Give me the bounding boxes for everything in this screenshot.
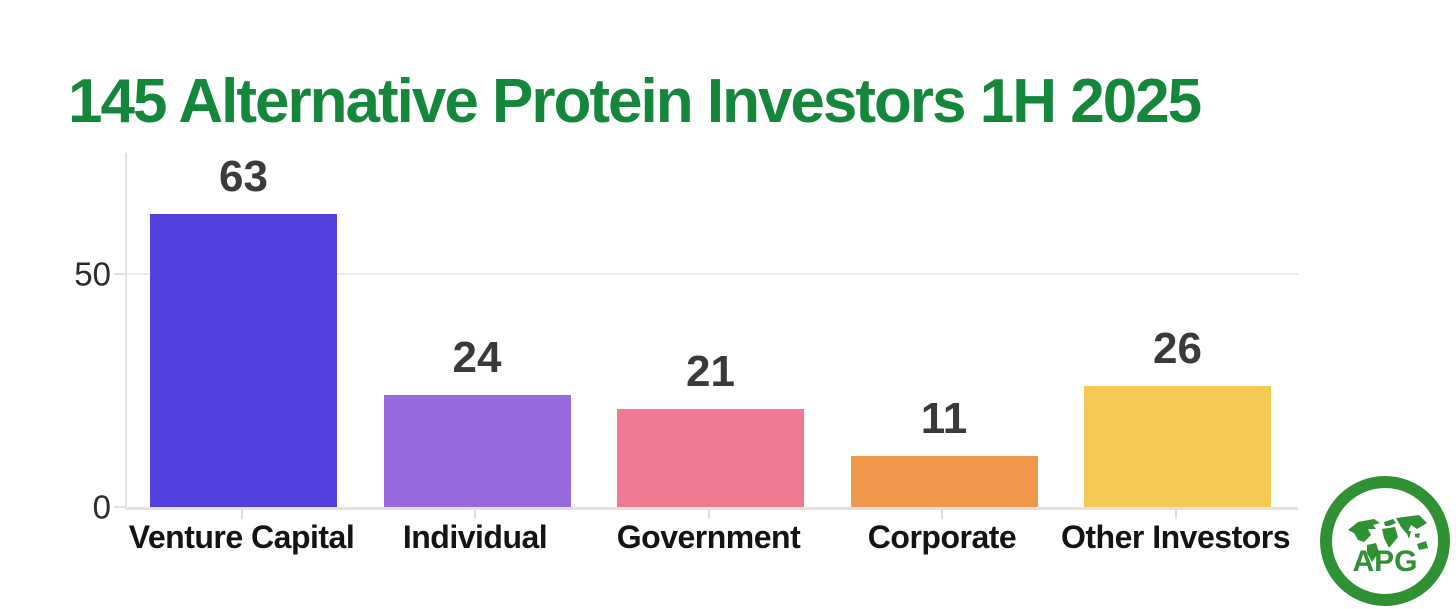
bars-container: 63 24 21 11 26	[150, 153, 1271, 507]
bar-group: 63	[150, 151, 337, 507]
bar-value-label: 63	[219, 151, 268, 201]
logo-ring-icon	[1320, 476, 1450, 606]
bar-group: 24	[383, 333, 571, 507]
world-map-icon	[1348, 515, 1428, 562]
bar	[150, 213, 337, 507]
bar-group: 26	[1084, 323, 1271, 507]
x-axis-tick-mark	[707, 510, 710, 519]
bar-value-label: 21	[686, 347, 735, 397]
category-label: Government	[616, 519, 801, 555]
category-cell: Individual	[382, 510, 569, 555]
category-label: Corporate	[867, 519, 1017, 555]
y-axis-tick-label: 0	[92, 488, 111, 526]
y-axis-tick-mark	[114, 506, 125, 508]
category-cell: Corporate	[849, 510, 1036, 555]
plot-area: 0 50 63 24 21 11 26	[74, 153, 1298, 524]
bar	[1084, 385, 1271, 507]
bar	[383, 395, 571, 507]
chart-title: 145 Alternative Protein Investors 1H 202…	[68, 66, 1202, 136]
x-axis-tick-mark	[1174, 510, 1177, 519]
apg-globe-logo: APG	[1320, 476, 1450, 606]
bar	[850, 455, 1038, 507]
y-axis-tick-label: 50	[74, 255, 111, 293]
bar-value-label: 24	[452, 333, 502, 383]
x-axis-tick-mark	[240, 510, 243, 519]
category-axis: Venture Capital Individual Government Corpo…	[129, 510, 1291, 555]
bar-group: 11	[850, 393, 1038, 507]
gridline	[127, 273, 1298, 276]
category-cell: Government	[615, 510, 802, 555]
bar-value-label: 11	[920, 393, 968, 443]
bar	[617, 409, 804, 507]
y-axis-tick-mark	[114, 273, 125, 276]
category-label: Individual	[402, 519, 548, 555]
x-axis-tick-mark	[941, 510, 943, 519]
category-label: Other Investors	[1061, 519, 1291, 555]
x-axis-tick-mark	[474, 510, 476, 519]
logo-wordmark: APG	[1352, 545, 1417, 578]
category-cell: Venture Capital	[129, 510, 355, 555]
bar-group: 21	[617, 350, 804, 507]
bar-value-label: 26	[1153, 323, 1202, 373]
category-cell: Other Investors	[1061, 510, 1291, 555]
category-label: Venture Capital	[128, 519, 355, 555]
